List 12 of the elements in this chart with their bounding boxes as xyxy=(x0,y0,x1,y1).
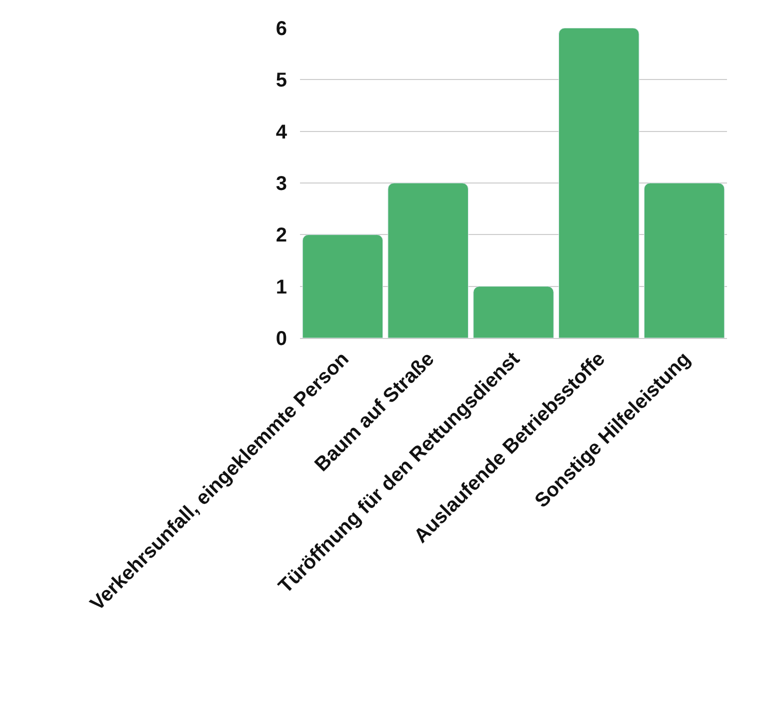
y-tick-label: 2 xyxy=(276,224,287,247)
y-tick-label: 3 xyxy=(276,173,287,195)
y-tick-label: 5 xyxy=(276,70,287,92)
bar xyxy=(302,234,384,338)
y-tick-label: 6 xyxy=(276,18,287,40)
bar xyxy=(558,28,640,338)
y-tick-label: 1 xyxy=(276,276,287,298)
y-tick-label: 0 xyxy=(276,328,287,350)
bar xyxy=(388,182,468,338)
y-tick-label: 4 xyxy=(276,121,288,144)
bar xyxy=(644,182,725,338)
bar xyxy=(473,286,554,338)
